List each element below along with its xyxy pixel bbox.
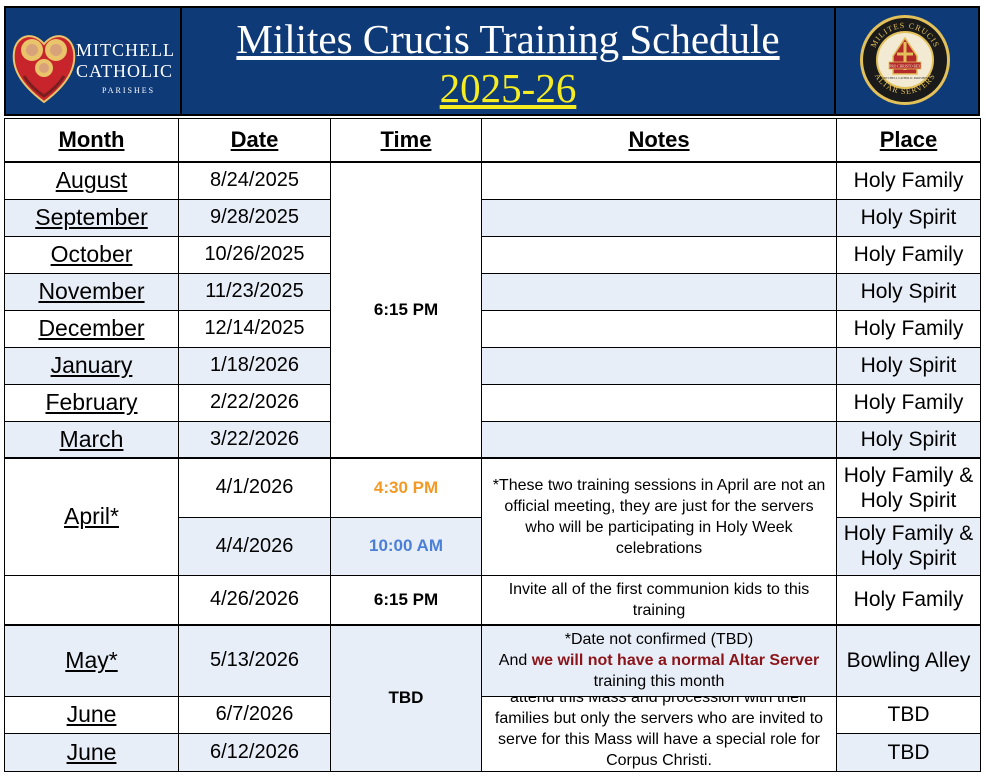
place-cell: Holy Family <box>836 309 981 348</box>
date-cell: 6/12/2026 <box>178 733 331 772</box>
june-note-text: All of our Altar Servers are highly enco… <box>494 696 824 769</box>
may-note-line1: *Date not confirmed (TBD) <box>564 631 754 649</box>
table-row: December 12/14/2025 Holy Family <box>4 309 981 348</box>
june-note-clip: All of our Altar Servers are highly enco… <box>488 696 830 770</box>
table-row: October 10/26/2025 Holy Family <box>4 235 981 274</box>
date-cell: 12/14/2025 <box>178 309 331 348</box>
title-block: Milites Crucis Training Schedule 2025-26 <box>180 8 836 114</box>
header-banner: MITCHELL CATHOLIC PARISHES Milites Cruci… <box>4 6 980 116</box>
column-header-place: Place <box>836 118 981 163</box>
month-cell: November <box>4 272 179 311</box>
notes-cell <box>481 383 837 422</box>
date-cell: 4/1/2026 <box>178 457 331 518</box>
seal-inner-text: PRO CHRISTO REX <box>889 65 921 69</box>
place-cell: Holy Spirit <box>836 272 981 311</box>
month-cell: June <box>4 695 179 734</box>
table-row: May* 5/13/2026 TBD *Date not confirmed (… <box>4 624 981 772</box>
table-row: March 3/22/2026 Holy Spirit <box>4 420 981 459</box>
seal-cell: MILITES CRUCIS ALTAR SERVERS PRO CHRISTO… <box>834 8 978 114</box>
notes-cell <box>481 420 837 459</box>
month-cell: October <box>4 235 179 274</box>
month-cell: August <box>4 161 179 200</box>
month-cell: January <box>4 346 179 385</box>
place-cell: Holy Family <box>836 574 981 626</box>
notes-cell <box>481 235 837 274</box>
org-name-line3: PARISHES <box>102 86 156 95</box>
month-cell: June <box>4 733 179 772</box>
time-cell-tbd: TBD <box>330 624 482 772</box>
month-cell-may: May* <box>4 624 179 697</box>
time-cell: 6:15 PM <box>330 161 482 459</box>
place-cell: Holy Family & Holy Spirit <box>836 457 981 518</box>
time-cell: 10:00 AM <box>330 516 482 576</box>
table-row: August 8/24/2025 6:15 PM Holy Family <box>4 161 981 459</box>
date-cell: 1/18/2026 <box>178 346 331 385</box>
month-cell: March <box>4 420 179 459</box>
notes-cell <box>481 272 837 311</box>
table-row: September 9/28/2025 Holy Spirit <box>4 198 981 237</box>
month-cell: December <box>4 309 179 348</box>
table-header-row: Month Date Time Notes Place <box>4 118 981 163</box>
place-cell: Holy Family <box>836 383 981 422</box>
time-cell: 6:15 PM <box>330 574 482 626</box>
table-row: November 11/23/2025 Holy Spirit <box>4 272 981 311</box>
date-cell: 6/7/2026 <box>178 695 331 734</box>
may-note-end: training this month <box>593 673 725 691</box>
date-cell: 4/4/2026 <box>178 516 331 576</box>
page-year: 2025-26 <box>439 65 577 111</box>
notes-cell <box>481 346 837 385</box>
column-header-time: Time <box>330 118 482 163</box>
table-row: January 1/18/2026 Holy Spirit <box>4 346 981 385</box>
may-note-and: And <box>498 652 532 670</box>
place-cell: TBD <box>836 733 981 772</box>
place-cell: Holy Family <box>836 161 981 200</box>
place-cell: Holy Family & Holy Spirit <box>836 516 981 576</box>
date-cell: 2/22/2026 <box>178 383 331 422</box>
date-cell: 8/24/2025 <box>178 161 331 200</box>
notes-cell-june: All of our Altar Servers are highly enco… <box>481 695 837 772</box>
org-name-line1: MITCHELL <box>76 40 175 60</box>
page-title: Milites Crucis Training Schedule <box>236 16 780 62</box>
notes-cell <box>481 161 837 200</box>
month-cell-april: April* <box>4 457 179 576</box>
date-cell: 11/23/2025 <box>178 272 331 311</box>
column-header-date: Date <box>178 118 331 163</box>
altar-servers-seal-icon: MILITES CRUCIS ALTAR SERVERS PRO CHRISTO… <box>860 15 950 105</box>
place-cell: Holy Spirit <box>836 198 981 237</box>
notes-cell-april-sessions: *These two training sessions in April ar… <box>481 457 837 576</box>
date-cell: 9/28/2025 <box>178 198 331 237</box>
place-cell: Holy Spirit <box>836 346 981 385</box>
column-header-month: Month <box>4 118 179 163</box>
notes-cell <box>481 198 837 237</box>
column-header-notes: Notes <box>481 118 837 163</box>
time-cell: 4:30 PM <box>330 457 482 518</box>
date-cell: 3/22/2026 <box>178 420 331 459</box>
parish-logo: MITCHELL CATHOLIC PARISHES <box>6 8 182 114</box>
table-row: 4/26/2026 6:15 PM Invite all of the firs… <box>4 574 981 626</box>
seal-sub-text: MITCHELL CATHOLIC PARISHES <box>882 76 928 80</box>
month-cell: February <box>4 383 179 422</box>
place-cell: Holy Family <box>836 235 981 274</box>
date-cell: 4/26/2026 <box>178 574 331 626</box>
date-cell: 10/26/2025 <box>178 235 331 274</box>
may-note-line2: And we will not have a normal Altar Serv… <box>488 650 830 692</box>
table-row: April* 4/1/2026 4:30 PM *These two train… <box>4 457 981 576</box>
table-row: June 6/12/2026 TBD <box>4 733 981 772</box>
place-cell: Holy Spirit <box>836 420 981 459</box>
notes-cell-may: *Date not confirmed (TBD) And we will no… <box>481 624 837 697</box>
place-cell: Bowling Alley <box>836 624 981 697</box>
may-note-highlight: we will not have a normal Altar Server <box>531 652 820 670</box>
table-row: February 2/22/2026 Holy Family <box>4 383 981 422</box>
notes-cell <box>481 309 837 348</box>
holy-family-icon <box>12 35 76 104</box>
month-cell <box>4 574 179 626</box>
notes-cell-communion: Invite all of the first communion kids t… <box>481 574 837 626</box>
date-cell: 5/13/2026 <box>178 624 331 697</box>
place-cell: TBD <box>836 695 981 734</box>
org-name-line2: CATHOLIC <box>76 61 173 81</box>
table-row: June 6/7/2026 All of our Altar Servers a… <box>4 695 981 772</box>
training-schedule-table: Month Date Time Notes Place August 8/24/… <box>4 118 981 772</box>
month-cell: September <box>4 198 179 237</box>
